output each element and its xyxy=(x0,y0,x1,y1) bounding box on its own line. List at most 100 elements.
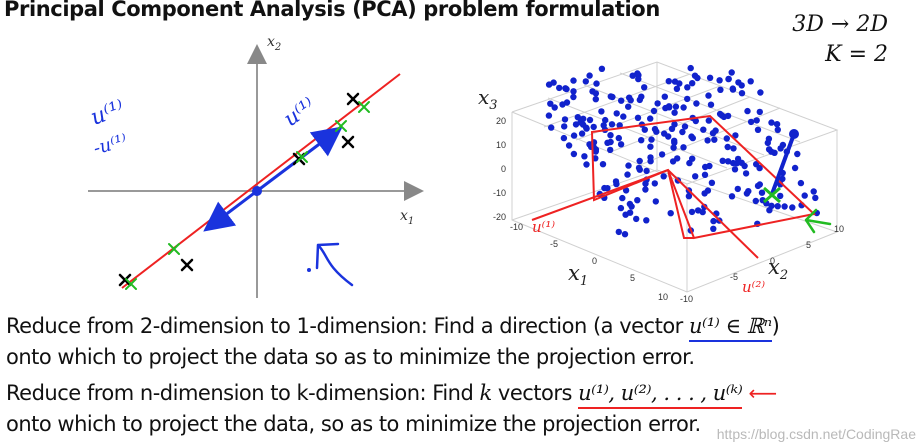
data-point-3d xyxy=(774,203,781,210)
z-tick: 0 xyxy=(501,164,506,174)
data-point-3d xyxy=(766,207,773,214)
data-point-3d xyxy=(671,139,678,146)
data-point-3d xyxy=(728,193,736,200)
z-tick-labels: 20 10 0 -10 -20 xyxy=(493,116,506,222)
data-point-3d xyxy=(633,215,640,223)
data-point-3d xyxy=(660,173,667,180)
handwritten-dot xyxy=(307,268,311,272)
data-point-3d xyxy=(592,90,600,97)
watermark: https://blog.csdn.net/CodingRae xyxy=(716,426,916,442)
data-point-3d xyxy=(634,114,642,121)
projection-point xyxy=(335,120,347,132)
u2-plane-vector xyxy=(667,169,759,259)
data-point-3d xyxy=(635,75,642,83)
projection-point xyxy=(125,278,137,290)
data-point-3d xyxy=(608,121,616,128)
k-value-label: K = 2 xyxy=(825,42,888,67)
plot-2d: x1 x2 u⁽¹⁾ u⁽¹⁾ -u⁽¹⁾ xyxy=(87,34,424,298)
data-point-3d xyxy=(625,103,632,110)
x2-axis-label: x2 xyxy=(267,34,281,53)
data-point-3d xyxy=(718,112,726,119)
data-point-3d xyxy=(685,193,693,200)
data-point-3d xyxy=(570,77,577,84)
data-point-3d xyxy=(620,113,627,120)
data-point-3d xyxy=(729,85,736,92)
data-point-3d xyxy=(700,126,707,133)
data-point-3d xyxy=(680,104,687,111)
data-point-3d xyxy=(680,144,687,151)
data-point-3d xyxy=(598,108,605,115)
dimension-note: 3D → 2D K = 2 xyxy=(792,10,888,70)
data-point-3d xyxy=(742,170,750,177)
data-point-3d xyxy=(651,125,659,133)
data-point-3d xyxy=(706,162,713,170)
data-point-3d xyxy=(565,142,573,149)
text-line-2: onto which to project the data so as to … xyxy=(6,345,695,369)
data-point-3d xyxy=(650,107,658,115)
x1-axis-label: x1 xyxy=(568,261,588,289)
data-point-3d xyxy=(551,104,558,111)
data-point-3d xyxy=(570,150,578,158)
data-point-3d xyxy=(781,203,788,210)
data-point-3d xyxy=(797,179,805,187)
data-point-3d xyxy=(768,119,775,126)
plot-3d: x3 20 10 0 -10 -20 -10 -5 0 5 10 -10 -5 … xyxy=(478,61,844,302)
data-point-3d xyxy=(773,121,781,128)
origin-point xyxy=(252,186,262,196)
data-point-3d xyxy=(777,145,784,152)
x3-axis-label: x3 xyxy=(478,85,498,113)
x2-tick: -5 xyxy=(730,272,738,282)
data-point-3d xyxy=(738,90,746,97)
data-point-3d xyxy=(670,144,677,151)
data-point-3d xyxy=(602,116,609,124)
data-point-3d xyxy=(647,154,654,161)
data-point-3d xyxy=(684,84,691,91)
data-point-3d xyxy=(724,143,731,151)
data-point-3d xyxy=(636,157,643,165)
data-points xyxy=(118,92,370,290)
data-point-3d xyxy=(725,75,732,83)
data-point-3d xyxy=(593,80,600,87)
data-point-3d xyxy=(738,159,745,166)
data-point-3d xyxy=(716,77,723,84)
data-point-3d xyxy=(672,103,680,110)
data-point xyxy=(118,273,132,287)
handwritten-neg-u1: -u⁽¹⁾ xyxy=(91,130,129,159)
data-point-3d xyxy=(616,122,623,129)
data-point-3d xyxy=(592,148,599,155)
line1-formula: u⁽¹⁾ ∈ ℝⁿ xyxy=(689,314,772,342)
data-point-3d xyxy=(756,181,763,188)
handwritten-u1-left: u⁽¹⁾ xyxy=(87,96,127,131)
data-point-3d xyxy=(561,123,568,130)
data-point-3d xyxy=(570,132,578,139)
data-point-3d xyxy=(671,109,678,116)
plane-edge xyxy=(667,169,694,239)
data-point-3d xyxy=(622,187,630,194)
data-point-3d xyxy=(757,89,764,96)
data-point-3d xyxy=(707,101,715,108)
data-point-3d xyxy=(701,171,709,178)
data-point-3d xyxy=(634,197,641,204)
x2-tick: -10 xyxy=(680,294,693,302)
data-point-3d xyxy=(756,108,763,116)
data-point-3d xyxy=(734,185,741,193)
data-point-3d xyxy=(679,128,686,136)
data-point-3d xyxy=(774,126,781,133)
data-point-3d xyxy=(599,161,607,168)
data-point-3d xyxy=(563,85,570,93)
data-point-3d xyxy=(693,100,700,107)
data-point-3d xyxy=(689,80,696,87)
data-point-3d xyxy=(661,93,668,100)
data-point-3d xyxy=(617,141,625,148)
data-point-3d xyxy=(710,225,717,232)
u1-plane-vector xyxy=(531,169,669,221)
x2-axis-label: x2 xyxy=(768,255,788,283)
data-point-3d xyxy=(634,70,641,77)
dimension-reduction-label: 3D → 2D xyxy=(792,12,888,37)
data-point-3d xyxy=(719,157,726,164)
data-point-3d xyxy=(654,100,661,107)
data-point-3d xyxy=(765,146,773,153)
data-point-3d xyxy=(673,85,681,92)
data-point-3d xyxy=(586,116,594,124)
data-point-3d xyxy=(643,217,650,224)
